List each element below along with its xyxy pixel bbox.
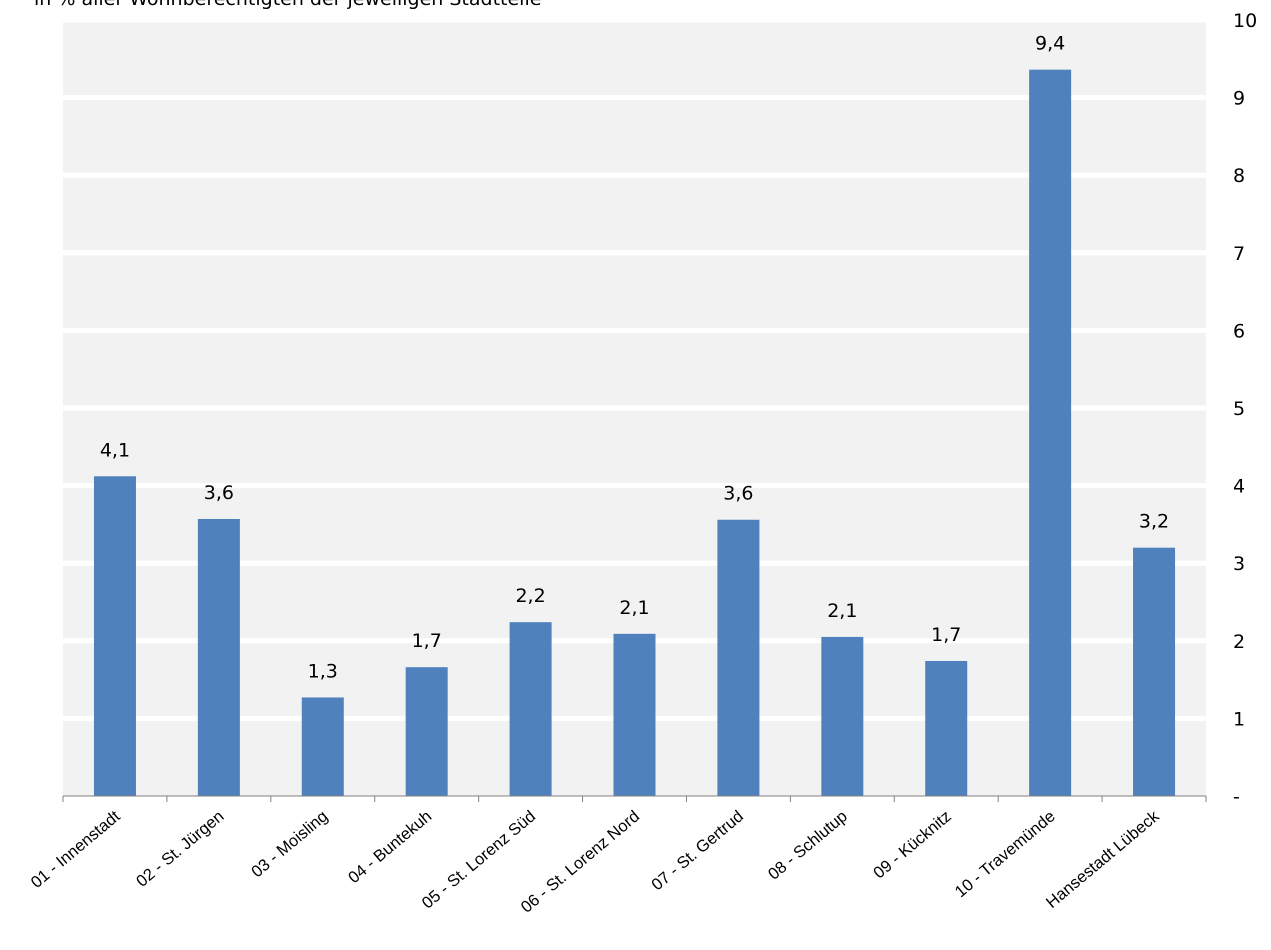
x-tick-label: 03 - Moisling — [248, 807, 331, 881]
x-tick-label: 10 - Travemünde — [952, 807, 1059, 901]
data-label: 2,1 — [827, 600, 857, 622]
y-tick-label: 6 — [1233, 320, 1245, 342]
y-tick-label: 9 — [1233, 88, 1245, 110]
y-tick-label: 10 — [1233, 10, 1257, 32]
data-labels: 4,1 3,6 1,3 1,7 2,2 2,1 3,6 2,1 1,7 9,4 3,2 — [100, 33, 1169, 683]
bar — [405, 667, 448, 796]
data-label: 3,6 — [204, 482, 234, 504]
y-tick-label: 8 — [1233, 165, 1245, 187]
bar — [197, 518, 240, 796]
x-tick-label: 06 - St. Lorenz Nord — [518, 807, 643, 916]
x-tick-label: Hansestadt Lübeck — [1043, 807, 1163, 912]
bar — [1029, 69, 1072, 796]
data-label: 3,2 — [1139, 511, 1169, 533]
bar — [1133, 547, 1176, 796]
data-label: 4,1 — [100, 439, 130, 461]
data-label: 1,3 — [308, 660, 338, 682]
x-tick-label: 09 - Kücknitz — [870, 807, 955, 882]
grid-lines — [63, 17, 1206, 721]
x-tick-label: 05 - St. Lorenz Süd — [419, 807, 539, 912]
data-label: 2,2 — [515, 585, 545, 607]
bar — [509, 622, 552, 796]
bars — [93, 69, 1176, 796]
x-tick-label: 07 - St. Gertrud — [648, 807, 747, 894]
y-tick-label: 5 — [1233, 398, 1245, 420]
y-tick-label: 7 — [1233, 243, 1245, 265]
y-tick-label: 2 — [1233, 631, 1245, 653]
y-tick-label: 4 — [1233, 476, 1245, 498]
bar — [93, 476, 136, 796]
bar — [613, 633, 656, 796]
data-label: 1,7 — [412, 630, 442, 652]
y-tick-label: 3 — [1233, 553, 1245, 575]
x-tick-label: 02 - St. Jürgen — [133, 807, 227, 890]
y-axis: - 1 2 3 4 5 6 7 8 9 10 — [1233, 10, 1257, 808]
bar — [925, 660, 968, 796]
y-tick-label: - — [1233, 786, 1240, 808]
bar — [301, 697, 344, 796]
chart-title: in % aller Wohnberechtigten der jeweilig… — [34, 0, 541, 10]
data-label: 3,6 — [723, 483, 753, 505]
x-axis-labels: 01 - Innenstadt 02 - St. Jürgen 03 - Moisl… — [28, 807, 1164, 917]
x-tick-label: 01 - Innenstadt — [28, 807, 124, 892]
data-label: 9,4 — [1035, 33, 1065, 55]
x-tick-label: 04 - Buntekuh — [345, 807, 435, 887]
bar — [717, 519, 760, 796]
data-label: 2,1 — [619, 597, 649, 619]
data-label: 1,7 — [931, 624, 961, 646]
y-tick-label: 1 — [1233, 708, 1245, 730]
x-axis — [62, 795, 1207, 802]
bar — [821, 636, 864, 796]
x-tick-label: 08 - Schlutup — [765, 807, 851, 883]
